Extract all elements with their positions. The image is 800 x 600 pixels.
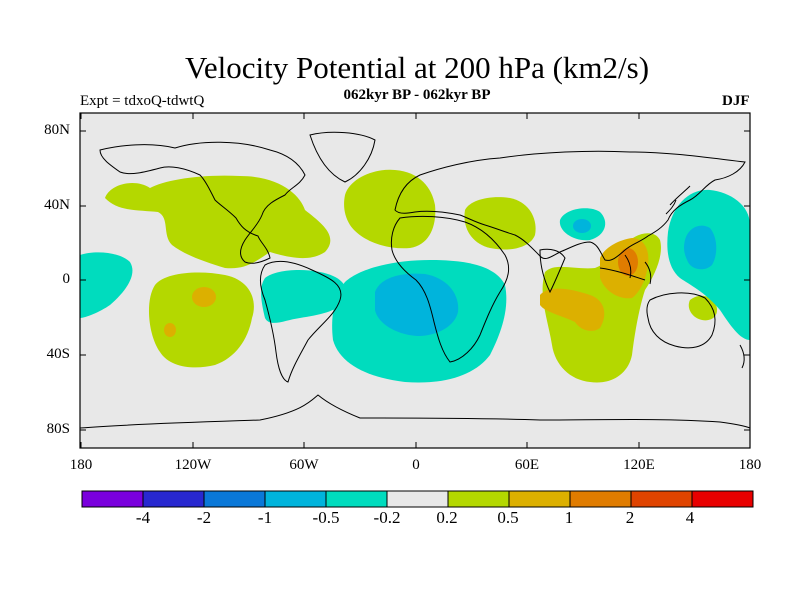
colorbar-swatch-9 — [630, 490, 693, 508]
contour-positive-moderate — [164, 238, 649, 337]
coast-africa — [390, 215, 510, 363]
y-label-0: 0 — [62, 271, 71, 287]
coast-indonesia — [599, 254, 652, 285]
contour-region-australia-east — [688, 295, 718, 321]
colorbar-label-neg0-5: -0.5 — [312, 508, 340, 527]
colorbar-swatch-5 — [386, 490, 449, 508]
colorbar-swatch-10 — [691, 490, 754, 508]
contour-region-south-america — [261, 270, 347, 323]
x-axis-ticks — [80, 113, 751, 448]
y-axis-ticks — [80, 130, 750, 431]
y-label-80s: 80S — [46, 421, 70, 437]
coast-new-zealand — [739, 344, 745, 369]
contour-region-north-atlantic — [344, 169, 436, 249]
contour-region-indonesia-peak — [618, 248, 638, 276]
map-subtitle: 062kyr BP - 062kyr BP — [343, 87, 491, 103]
coast-greenland — [309, 131, 376, 183]
contour-region-tibet-min — [573, 219, 591, 233]
contour-region-south-pacific — [148, 272, 254, 368]
colorbar-swatch-8 — [569, 490, 632, 508]
colorbar-label-0-5: 0.5 — [497, 508, 519, 527]
contour-negative-moderate — [375, 219, 717, 336]
contour-region-east-pacific — [80, 252, 133, 318]
colorbar-swatch-1 — [142, 490, 205, 508]
colorbar-label-neg4: -4 — [135, 508, 151, 527]
colorbar-label-1: 1 — [564, 508, 574, 527]
x-label-180e: 180 — [738, 457, 762, 473]
colorbar-label-2: 2 — [625, 508, 635, 527]
colorbar-label-neg0-2: -0.2 — [373, 508, 401, 527]
contour-region-west-pacific-min — [684, 225, 717, 270]
x-label-0: 0 — [412, 457, 420, 473]
map-title: Velocity Potential at 200 hPa (km2/s) — [184, 50, 650, 85]
colorbar-swatch-7 — [508, 490, 571, 508]
coast-south-america — [260, 260, 342, 383]
contour-region-indian-ocean-max — [540, 288, 605, 331]
contour-region-south-pacific-max — [192, 287, 216, 307]
x-label-60e: 60E — [514, 457, 540, 473]
colorbar-label-neg1: -1 — [257, 508, 273, 527]
coast-australia — [646, 292, 716, 349]
colorbar-label-4: 4 — [685, 508, 695, 527]
coast-antarctica — [79, 394, 751, 429]
colorbar-swatch-0 — [81, 490, 144, 508]
coast-japan — [665, 185, 691, 215]
coast-north-america — [99, 141, 306, 264]
colorbar-swatch-4 — [325, 490, 388, 508]
x-label-60w: 60W — [289, 457, 319, 473]
season-label: DJF — [722, 93, 750, 109]
y-label-40s: 40S — [46, 346, 70, 362]
contour-region-na-pacific — [105, 175, 331, 269]
x-label-120e: 120E — [623, 457, 655, 473]
contour-region-central-africa-min — [375, 273, 459, 336]
y-label-80n: 80N — [44, 122, 70, 138]
colorbar-swatch-2 — [203, 490, 266, 508]
colorbar-label-neg2: -2 — [196, 508, 212, 527]
coastlines — [79, 131, 751, 429]
colorbar-swatch-6 — [447, 490, 510, 508]
colorbar-swatch-3 — [264, 490, 327, 508]
coast-india — [539, 248, 566, 294]
colorbar-label-0-2: 0.2 — [436, 508, 458, 527]
colorbar — [81, 490, 754, 508]
coast-europe-asia — [394, 150, 746, 261]
experiment-label: Expt = tdxoQ-tdwtQ — [80, 93, 205, 109]
y-label-40n: 40N — [44, 197, 70, 213]
x-label-120w: 120W — [174, 457, 212, 473]
contour-region-south-pacific-max2 — [164, 323, 176, 337]
x-label-180w: 180 — [69, 457, 93, 473]
